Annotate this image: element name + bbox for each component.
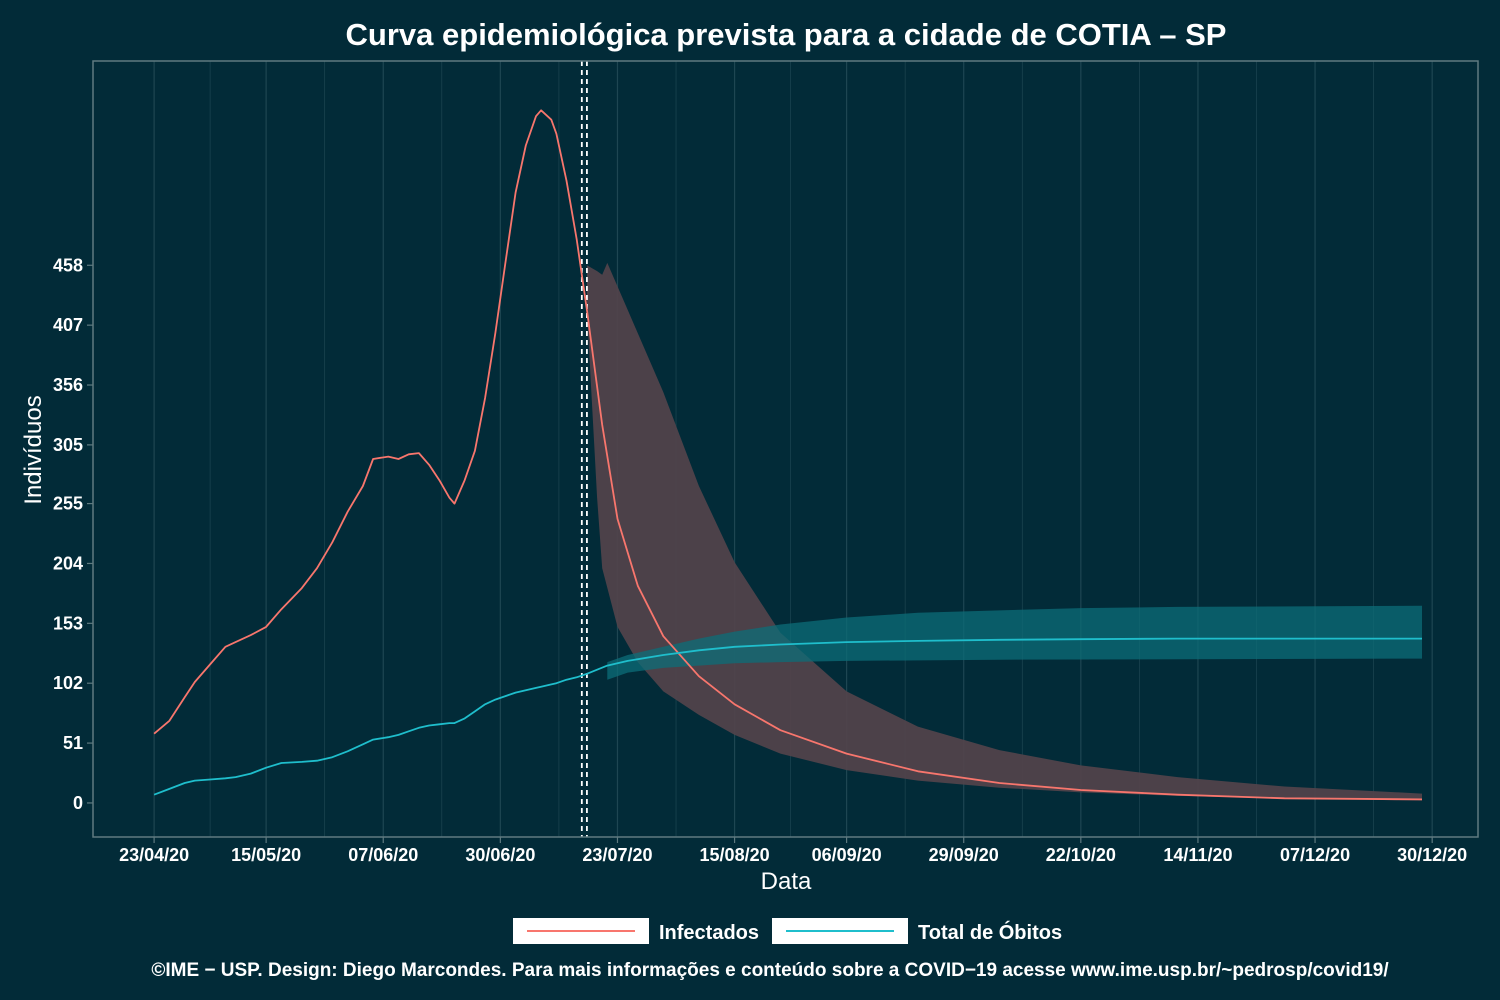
y-tick-label: 305 — [53, 435, 83, 455]
x-tick-label: 07/12/20 — [1280, 845, 1350, 865]
x-tick-label: 22/10/20 — [1046, 845, 1116, 865]
y-tick-label: 204 — [53, 553, 83, 573]
confidence-band-obitos — [607, 605, 1422, 680]
x-tick-label: 29/09/20 — [929, 845, 999, 865]
legend: Infectados Total de Óbitos — [513, 918, 1062, 944]
x-axis-label: Data — [761, 868, 812, 895]
x-tick-label: 15/05/20 — [231, 845, 301, 865]
x-tick-label: 23/04/20 — [119, 845, 189, 865]
y-tick-label: 0 — [73, 793, 83, 813]
y-tick-label: 255 — [53, 494, 83, 514]
y-tick-label: 407 — [53, 315, 83, 335]
x-tick-label: 14/11/20 — [1163, 845, 1232, 865]
x-tick-label: 15/08/20 — [700, 845, 770, 865]
y-tick-label: 458 — [53, 255, 83, 275]
x-tick-label: 30/06/20 — [465, 845, 535, 865]
chart-title: Curva epidemiológica prevista para a cid… — [346, 17, 1227, 52]
series-line-obitos — [153, 637, 1422, 796]
x-tick-label: 07/06/20 — [348, 845, 418, 865]
y-tick-label: 51 — [63, 733, 83, 753]
x-tick-label: 30/12/20 — [1397, 845, 1467, 865]
legend-label-obitos: Total de Óbitos — [918, 920, 1062, 944]
y-tick-label: 356 — [53, 375, 83, 395]
y-tick-label: 102 — [53, 673, 83, 693]
x-tick-label: 06/09/20 — [812, 845, 882, 865]
confidence-band-infectados — [586, 262, 1422, 801]
footer-credits: ©IME − USP. Design: Diego Marcondes. Par… — [151, 960, 1389, 981]
plot-area: 23/04/20 15/05/20 07/06/20 30/06/20 23/07/20… — [53, 60, 1479, 865]
y-axis-label: Indivíduos — [20, 395, 47, 504]
plot-panel-border — [92, 60, 1479, 838]
x-tick-label: 23/07/20 — [582, 845, 652, 865]
legend-label-infectados: Infectados — [659, 922, 759, 944]
series-line-infectados — [153, 109, 1423, 801]
y-tick-label: 153 — [53, 613, 83, 633]
